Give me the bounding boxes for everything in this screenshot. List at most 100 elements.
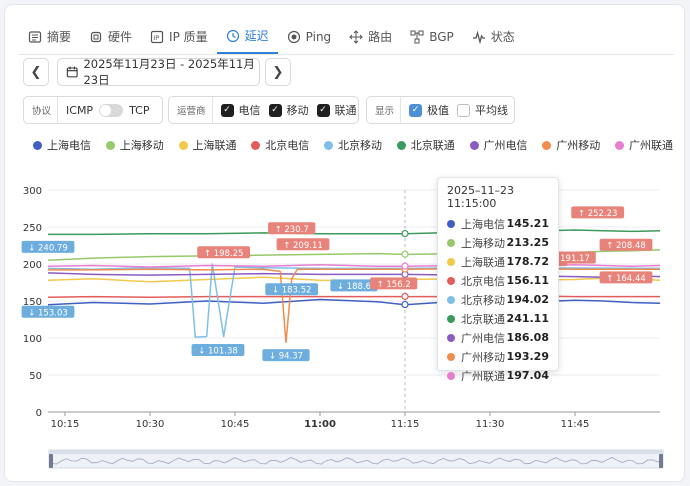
legend-label: 北京电信 bbox=[265, 139, 310, 152]
show-extremes-checkbox[interactable]: ✓ 极值 bbox=[409, 102, 449, 118]
extreme-badge bbox=[571, 206, 625, 219]
legend-label: 北京联通 bbox=[410, 139, 455, 152]
latency-chart: 0 50 100 150 200 250 300 10:15 10:30 10:45 11:00 11… bbox=[21, 186, 664, 469]
operator-unicom-label: 联通 bbox=[334, 104, 357, 117]
tooltip-series-name: 广州联通 bbox=[461, 369, 505, 383]
operator-unicom-checkbox[interactable]: ✓ 联通 bbox=[316, 102, 357, 118]
extreme-label: ↑ 156.2 bbox=[377, 280, 411, 290]
legend-item[interactable]: 广州联通 bbox=[615, 137, 673, 153]
tab-bgp[interactable]: BGP bbox=[401, 19, 463, 54]
protocol-toggle[interactable] bbox=[99, 103, 124, 117]
series-line bbox=[48, 229, 661, 236]
display-label: 显示 bbox=[367, 97, 402, 123]
calendar-icon bbox=[66, 66, 78, 78]
show-average-checkbox[interactable]: 平均线 bbox=[457, 102, 508, 118]
tooltip-dot bbox=[447, 352, 455, 361]
legend-dot bbox=[469, 140, 479, 150]
tab-summary[interactable]: 摘要 bbox=[19, 19, 80, 54]
next-date-button[interactable]: ❯ bbox=[265, 58, 291, 86]
legend-item[interactable]: 北京移动 bbox=[324, 137, 382, 153]
operator-telecom-label: 电信 bbox=[238, 104, 261, 117]
bgp-icon bbox=[410, 30, 424, 43]
zoom-handle-right[interactable] bbox=[659, 454, 663, 468]
tooltip-row: 广州电信 186.08 bbox=[447, 328, 549, 347]
y-tick-label: 250 bbox=[23, 223, 42, 234]
legend-item[interactable]: 上海电信 bbox=[33, 137, 91, 153]
display-group: 显示 ✓ 极值 平均线 bbox=[366, 96, 515, 124]
x-tick-label: 11:15 bbox=[391, 419, 420, 430]
series-line bbox=[47, 298, 661, 306]
prev-date-button[interactable]: ❮ bbox=[23, 58, 49, 86]
extreme-label: ↑ 252.23 bbox=[578, 209, 618, 219]
x-tick-label: 10:30 bbox=[136, 419, 165, 430]
tab-chip[interactable]: 硬件 bbox=[80, 19, 141, 54]
zoom-slider-range bbox=[49, 450, 663, 454]
extreme-badge bbox=[330, 279, 378, 292]
check-icon: ✓ bbox=[409, 103, 423, 117]
protocol-label: 协议 bbox=[24, 97, 59, 123]
x-tick-label: 10:45 bbox=[221, 419, 250, 430]
legend-item[interactable]: 广州移动 bbox=[542, 137, 600, 153]
tooltip-value: 197.04 bbox=[506, 369, 549, 382]
cursor-point bbox=[401, 292, 409, 301]
tab-label: 状态 bbox=[490, 30, 515, 44]
cursor-point bbox=[401, 250, 409, 258]
operator-telecom-checkbox[interactable]: ✓ 电信 bbox=[220, 102, 261, 118]
legend-label: 广州联通 bbox=[629, 139, 673, 152]
operator-mobile-checkbox[interactable]: ✓ 移动 bbox=[268, 102, 309, 118]
tab-pulse[interactable]: 状态 bbox=[463, 19, 524, 54]
tooltip-dot bbox=[447, 371, 455, 380]
legend-dot bbox=[542, 140, 552, 150]
route-icon bbox=[349, 29, 363, 44]
extreme-label: 191.17 bbox=[560, 254, 590, 264]
tooltip-value: 156.11 bbox=[506, 274, 549, 287]
tooltip-dot bbox=[447, 295, 455, 304]
ip-icon: IP bbox=[150, 30, 164, 43]
tab-label: 摘要 bbox=[47, 30, 72, 44]
legend-dot bbox=[615, 140, 624, 150]
extreme-badge bbox=[370, 277, 418, 290]
legend-item[interactable]: 上海联通 bbox=[178, 137, 237, 153]
legend-item[interactable]: 广州电信 bbox=[469, 137, 528, 153]
tab-latency[interactable]: 延迟 bbox=[216, 19, 278, 54]
tooltip-series-name: 北京电信 bbox=[461, 274, 505, 288]
tooltip-series-name: 上海电信 bbox=[461, 217, 505, 231]
extreme-badge bbox=[554, 251, 596, 264]
extreme-badge bbox=[21, 305, 75, 318]
extreme-label: ↓ 240.79 bbox=[28, 243, 68, 253]
legend-item[interactable]: 北京联通 bbox=[396, 137, 455, 153]
latency-icon bbox=[226, 29, 239, 42]
tooltip-dot bbox=[447, 257, 455, 266]
zoom-handle-left[interactable] bbox=[49, 454, 53, 468]
pulse-icon bbox=[472, 30, 485, 44]
legend-item[interactable]: 上海移动 bbox=[105, 137, 164, 153]
tab-ping[interactable]: Ping bbox=[278, 19, 341, 54]
operator-label: 运营商 bbox=[169, 97, 213, 123]
cursor-point bbox=[401, 300, 409, 309]
legend-label: 上海移动 bbox=[119, 139, 164, 152]
extreme-badge bbox=[21, 240, 75, 253]
extreme-badge bbox=[265, 283, 319, 296]
chart-legend: 上海电信 上海移动 上海联通 北京电信 北京移动 北京联通 广州电信 广州移动 广州联通 bbox=[33, 137, 673, 153]
date-range-picker[interactable]: 2025年11月23日 - 2025年11月23日 bbox=[57, 57, 260, 87]
operator-mobile-label: 移动 bbox=[286, 104, 309, 117]
show-extremes-label: 极值 bbox=[427, 104, 450, 117]
tab-route[interactable]: 路由 bbox=[340, 19, 401, 54]
tooltip-dot bbox=[447, 314, 455, 323]
y-tick-label: 300 bbox=[23, 186, 42, 197]
y-tick-label: 0 bbox=[36, 408, 42, 419]
tooltip-value: 241.11 bbox=[506, 312, 549, 325]
cursor-point bbox=[401, 262, 409, 270]
legend-dot bbox=[251, 140, 261, 150]
tab-ip[interactable]: IP IP 质量 bbox=[141, 19, 217, 54]
tab-label: 硬件 bbox=[108, 30, 133, 44]
extreme-badge bbox=[197, 246, 251, 259]
tooltip-row: 上海移动 213.25 bbox=[447, 233, 549, 252]
zoom-slider-preview bbox=[50, 457, 664, 465]
legend-item[interactable]: 北京电信 bbox=[251, 137, 309, 153]
extreme-label: ↓ 94.37 bbox=[269, 352, 303, 362]
date-range-text: 2025年11月23日 - 2025年11月23日 bbox=[83, 57, 255, 87]
tooltip-value: 193.29 bbox=[506, 350, 549, 363]
extreme-badge bbox=[268, 222, 316, 235]
y-tick-label: 200 bbox=[23, 260, 42, 271]
